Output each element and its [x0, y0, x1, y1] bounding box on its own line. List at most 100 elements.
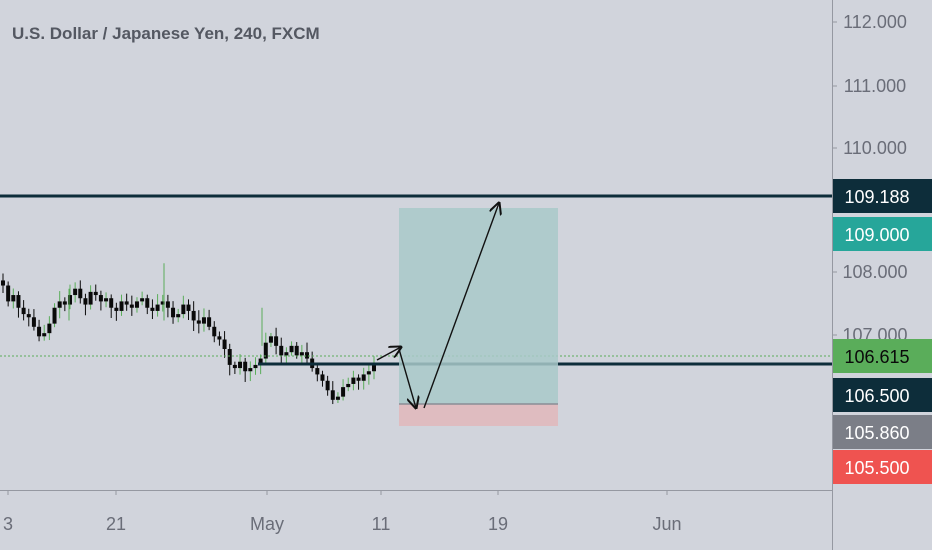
- candle-body: [207, 317, 212, 327]
- candle-body: [145, 298, 150, 308]
- candle: [47, 316, 52, 341]
- price-badge-text: 109.000: [844, 225, 909, 245]
- candle: [299, 344, 304, 365]
- price-badge-bg: [833, 450, 932, 484]
- loss-zone: [399, 404, 558, 426]
- candle: [6, 281, 11, 307]
- candle-body: [243, 361, 248, 372]
- candle: [57, 291, 62, 319]
- candle: [145, 294, 150, 315]
- candle: [150, 299, 155, 320]
- candle-body: [124, 301, 129, 305]
- candle: [284, 347, 289, 365]
- candle: [140, 291, 145, 306]
- candle-body: [31, 317, 36, 327]
- candle: [361, 367, 366, 390]
- time-tick-label: May: [250, 514, 284, 534]
- candle-body: [52, 307, 57, 324]
- candle-body: [279, 345, 284, 356]
- time-tick-label: Jun: [652, 514, 681, 534]
- candle-body: [176, 314, 181, 318]
- candle-body: [114, 307, 119, 311]
- candle: [186, 299, 191, 320]
- candle: [243, 357, 248, 382]
- candle: [78, 280, 83, 304]
- candle-body: [129, 304, 134, 308]
- candle: [52, 303, 57, 328]
- candle-body: [232, 364, 237, 369]
- candle: [67, 284, 72, 310]
- candle: [1, 273, 5, 293]
- candle: [305, 342, 310, 363]
- candle-body: [341, 387, 346, 397]
- price-badge-bg: [833, 378, 932, 412]
- candle: [212, 321, 217, 343]
- candle-body: [140, 298, 145, 302]
- candle: [11, 288, 16, 309]
- time-tick-label: 11: [372, 514, 391, 534]
- candle-body: [294, 345, 299, 356]
- candle-body: [73, 288, 78, 296]
- candle-body: [181, 304, 186, 315]
- price-badge-text: 106.615: [844, 347, 909, 367]
- candle-body: [222, 339, 227, 350]
- candle: [73, 282, 78, 303]
- candle: [104, 292, 109, 308]
- candle-body: [325, 380, 330, 391]
- candle-body: [217, 336, 222, 340]
- profit-zone: [399, 208, 558, 404]
- candle-body: [315, 368, 320, 375]
- candle: [181, 295, 186, 319]
- price-tick-label: 111.000: [844, 76, 906, 96]
- candle: [114, 302, 119, 321]
- projection-arrow-down: [398, 348, 416, 408]
- candle: [248, 361, 253, 382]
- candle: [109, 294, 114, 318]
- candle: [83, 293, 88, 316]
- candle: [238, 354, 243, 375]
- candle: [21, 300, 26, 321]
- candle-body: [67, 295, 72, 305]
- candle-body: [268, 336, 273, 343]
- candle: [196, 310, 201, 334]
- candle-body: [57, 301, 62, 308]
- candle: [372, 356, 376, 380]
- candle-body: [134, 301, 139, 308]
- chart-title: U.S. Dollar / Japanese Yen, 240, FXCM: [12, 24, 320, 43]
- price-badge-text: 106.500: [844, 386, 909, 406]
- candle: [16, 291, 21, 318]
- price-badge-text: 105.860: [844, 423, 909, 443]
- candle: [165, 294, 170, 318]
- candle-body: [160, 301, 165, 305]
- candle-body: [171, 307, 176, 318]
- candle: [124, 293, 129, 311]
- candle-body: [320, 374, 325, 381]
- price-badge-bg: [833, 179, 932, 213]
- candle: [26, 308, 31, 327]
- price-tick-label: 112.000: [843, 12, 907, 32]
- candle: [366, 365, 371, 385]
- price-badge: 105.860: [833, 415, 932, 449]
- candle-body: [289, 345, 294, 353]
- candle-body: [212, 326, 217, 337]
- candle: [253, 357, 258, 375]
- candle: [171, 301, 176, 324]
- candle: [207, 309, 212, 331]
- price-badge: 105.500: [833, 450, 932, 484]
- price-badge: 106.500: [833, 378, 932, 412]
- price-badge-text: 105.500: [844, 458, 909, 478]
- candle-body: [274, 336, 279, 346]
- candle: [134, 297, 139, 313]
- candle: [356, 374, 361, 390]
- candles-layer: [1, 263, 376, 405]
- candle-body: [98, 295, 103, 302]
- candle: [176, 308, 181, 323]
- candle-body: [253, 364, 258, 369]
- time-tick-label: 19: [488, 514, 508, 534]
- candle-body: [119, 301, 124, 311]
- candle: [217, 331, 222, 346]
- candle-body: [83, 298, 88, 305]
